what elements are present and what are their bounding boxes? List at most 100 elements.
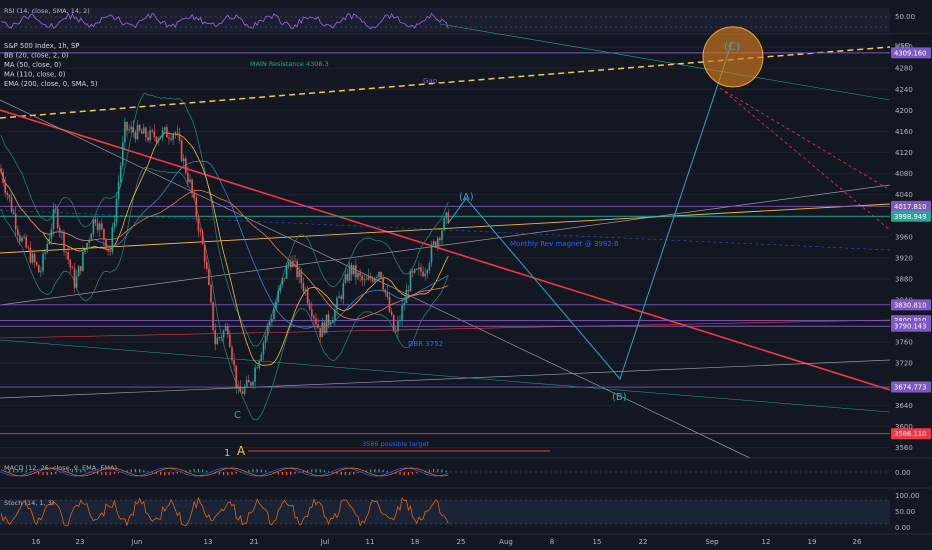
candle-body bbox=[256, 367, 258, 369]
candle-body bbox=[302, 283, 305, 292]
macd-bar bbox=[244, 470, 246, 473]
candle-body bbox=[86, 242, 88, 251]
candle-body bbox=[59, 227, 61, 233]
candle-body bbox=[432, 241, 435, 245]
macd-bar bbox=[80, 469, 82, 473]
wave-c-label: (C) bbox=[724, 40, 740, 53]
macd-histogram bbox=[0, 469, 447, 476]
macd-bar bbox=[361, 471, 363, 473]
candle-body bbox=[407, 289, 410, 292]
currency-label: USD bbox=[895, 42, 910, 50]
macd-bar bbox=[344, 472, 346, 476]
candle-body bbox=[361, 275, 363, 281]
time-tick: 8 bbox=[550, 538, 554, 546]
price-tick: 3960 bbox=[895, 233, 913, 241]
candle-body bbox=[409, 270, 412, 292]
candle-body bbox=[277, 290, 279, 302]
candle-body bbox=[44, 252, 46, 254]
candle-body bbox=[380, 271, 382, 279]
candle-body bbox=[124, 121, 126, 143]
candle-body bbox=[403, 302, 405, 306]
dbr-label: DBR 3752 bbox=[408, 340, 443, 348]
candle-body bbox=[157, 138, 160, 142]
candle-body bbox=[92, 219, 95, 235]
macd-bar bbox=[84, 470, 86, 473]
macd-bar bbox=[172, 472, 174, 475]
price-tick: 4240 bbox=[895, 86, 913, 94]
candle-body bbox=[294, 260, 296, 262]
wave-b-label: (B) bbox=[612, 392, 627, 403]
candle-body bbox=[155, 137, 158, 142]
candle-body bbox=[269, 322, 271, 326]
rsi-tick: 50.00 bbox=[895, 13, 915, 21]
candle-body bbox=[101, 223, 103, 230]
candle-body bbox=[128, 129, 130, 131]
candle-body bbox=[159, 137, 162, 139]
candle-body bbox=[115, 198, 118, 223]
time-tick: 12 bbox=[762, 538, 771, 546]
candle-body bbox=[182, 158, 185, 162]
candle-body bbox=[313, 316, 315, 319]
price-badge bbox=[891, 428, 931, 440]
elliott-wave-projection bbox=[447, 41, 733, 380]
candle-body bbox=[214, 330, 216, 345]
candle-body bbox=[143, 127, 145, 134]
candle-body bbox=[319, 327, 321, 338]
candle-body bbox=[40, 271, 42, 273]
candle-body bbox=[220, 337, 223, 339]
grey-rising-line bbox=[0, 184, 891, 306]
horizontal-levels bbox=[0, 52, 890, 435]
time-tick: 11 bbox=[366, 538, 375, 546]
candle-body bbox=[281, 277, 284, 285]
rsi-line bbox=[0, 12, 449, 30]
candle-body bbox=[399, 319, 401, 322]
candle-body bbox=[374, 277, 376, 282]
candle-body bbox=[292, 260, 294, 268]
stoch-tick-100: 100.00 bbox=[895, 492, 920, 500]
price-tick: 4080 bbox=[895, 170, 913, 178]
macd-bar bbox=[197, 469, 199, 473]
candle-body bbox=[424, 273, 426, 277]
candle-body bbox=[109, 251, 111, 252]
wave-c-small-label: C bbox=[234, 410, 241, 421]
macd-bar bbox=[231, 472, 233, 475]
time-tick: 25 bbox=[457, 538, 466, 546]
macd-bar bbox=[332, 472, 334, 473]
macd-bar bbox=[193, 469, 195, 473]
macd-bar bbox=[76, 469, 78, 473]
candle-body bbox=[279, 284, 282, 291]
macd-bar bbox=[88, 471, 90, 473]
macd-bar bbox=[399, 472, 401, 475]
candle-body bbox=[359, 272, 361, 276]
candle-body bbox=[122, 142, 124, 166]
legend-line: MA (110, close, 0) bbox=[4, 71, 66, 79]
time-axis[interactable]: 16 23 Jun 13 21 Jul 11 18 25 Aug 8 15 22 Sep 12 19 26 bbox=[32, 538, 862, 546]
monthly-magnet-label: Monthly Rev magnet @ 3992.6 bbox=[510, 240, 619, 248]
time-tick: 13 bbox=[204, 538, 213, 546]
price-badge bbox=[891, 200, 931, 212]
candle-body bbox=[23, 236, 25, 238]
candle-body bbox=[437, 238, 439, 247]
ma50-line bbox=[0, 132, 449, 366]
candle-body bbox=[298, 270, 300, 278]
candle-body bbox=[441, 230, 443, 241]
stoch-k-line bbox=[0, 496, 449, 527]
candle-body bbox=[187, 172, 189, 183]
macd-bar bbox=[382, 469, 384, 473]
candle-body bbox=[241, 391, 244, 394]
macd-bar bbox=[17, 469, 19, 473]
candle-body bbox=[21, 237, 23, 242]
candle-body bbox=[197, 217, 200, 232]
price-tick: 4200 bbox=[895, 107, 913, 115]
candle-body bbox=[132, 126, 135, 133]
macd-bar bbox=[412, 472, 414, 475]
candle-body bbox=[445, 212, 447, 219]
macd-bar bbox=[50, 472, 52, 475]
candle-body bbox=[250, 382, 252, 386]
teal-lower-line bbox=[0, 339, 891, 413]
candle-body bbox=[199, 231, 202, 233]
candle-body bbox=[180, 140, 183, 162]
macd-bar bbox=[265, 470, 267, 473]
target-circle bbox=[702, 26, 764, 88]
